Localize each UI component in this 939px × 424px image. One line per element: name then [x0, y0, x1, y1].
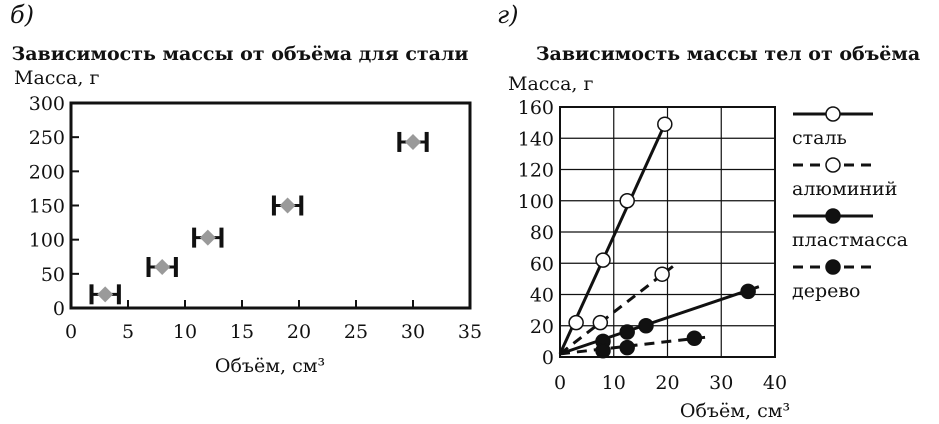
x-ticks-steel: 0 5 10 15 20 25 30 35 — [65, 300, 482, 343]
data-point — [619, 339, 635, 356]
x-tick-label: 15 — [230, 321, 254, 343]
plot-frame-steel — [69, 101, 472, 310]
y-tick-label: 20 — [530, 316, 554, 338]
y-tick-label: 120 — [518, 160, 554, 182]
steel-data-points — [89, 131, 429, 305]
x-tick-label: 5 — [122, 321, 134, 343]
steel-mass-volume-chart: б) Зависимость массы от объёма для стали… — [10, 1, 482, 377]
panel-label-g: г) — [497, 1, 519, 29]
x-tick-label: 40 — [763, 372, 787, 394]
data-point — [686, 330, 703, 346]
data-point — [405, 133, 421, 150]
data-point — [97, 286, 114, 303]
x-tick-label: 30 — [709, 372, 733, 394]
data-point — [654, 266, 670, 282]
x-tick-label: 25 — [344, 321, 368, 343]
y-tick-label: 80 — [530, 222, 554, 244]
y-ticks-bodies: 0 20 40 60 80 100 120 140 160 — [518, 97, 554, 369]
data-point — [657, 116, 673, 132]
legend-label: дерево — [792, 280, 861, 302]
y-tick-label: 140 — [518, 128, 554, 150]
y-tick-label: 160 — [518, 97, 554, 119]
series-line — [559, 285, 760, 356]
data-point — [619, 193, 635, 209]
y-tick-label: 60 — [530, 253, 554, 275]
legend-marker — [825, 106, 841, 122]
legend-marker — [825, 208, 841, 224]
y-tick-label: 100 — [518, 191, 554, 213]
y-axis-label-bodies: Масса, г — [508, 73, 593, 95]
legend-label: пластмасса — [792, 229, 908, 251]
data-point — [199, 229, 216, 246]
legend-label: алюминий — [792, 178, 897, 200]
chart-title-bodies: Зависимость массы тел от объёма — [536, 43, 920, 65]
legend-marker — [825, 259, 841, 275]
panel-label-b: б) — [10, 1, 34, 29]
chart-title-steel: Зависимость массы от объёма для стали — [12, 43, 469, 65]
y-tick-label: 0 — [53, 298, 65, 320]
series-points — [568, 116, 756, 359]
y-tick-label: 50 — [41, 264, 65, 286]
y-tick-label: 250 — [29, 127, 65, 149]
series-line — [559, 265, 674, 356]
y-ticks-steel: 0 50 100 150 200 250 300 — [29, 93, 79, 320]
y-tick-label: 200 — [29, 161, 65, 183]
x-tick-label: 0 — [65, 321, 77, 343]
y-tick-label: 100 — [29, 230, 65, 252]
series-lines — [558, 123, 760, 356]
data-point — [595, 343, 611, 359]
y-tick-label: 150 — [29, 196, 65, 218]
series-line — [559, 335, 711, 356]
x-tick-label: 10 — [173, 321, 197, 343]
y-tick-label: 300 — [29, 93, 65, 115]
data-point — [592, 314, 609, 331]
legend: сталь алюминий пластмасса дерево — [792, 106, 908, 302]
x-axis-label-bodies: Объём, см³ — [680, 400, 790, 422]
data-point — [568, 314, 584, 331]
y-tick-label: 40 — [530, 285, 554, 307]
y-tick-label: 0 — [542, 347, 554, 369]
legend-marker — [825, 157, 841, 173]
grid-bodies — [559, 106, 776, 358]
data-point — [595, 252, 611, 268]
x-axis-label-steel: Объём, см³ — [215, 355, 325, 377]
x-tick-label: 30 — [401, 321, 425, 343]
x-tick-label: 35 — [458, 321, 482, 343]
data-point — [154, 259, 171, 275]
x-ticks-bodies: 0 10 20 30 40 — [554, 372, 787, 394]
data-point — [638, 318, 654, 334]
legend-label: сталь — [792, 127, 847, 149]
x-tick-label: 20 — [287, 321, 311, 343]
x-tick-label: 20 — [655, 372, 679, 394]
data-point — [619, 324, 635, 340]
y-axis-label-steel: Масса, г — [14, 67, 99, 89]
x-tick-label: 10 — [602, 372, 626, 394]
plot-frame-bodies — [559, 106, 776, 358]
x-tick-label: 0 — [554, 372, 566, 394]
data-point — [279, 197, 296, 214]
data-point — [740, 283, 756, 300]
bodies-mass-volume-chart: г) Зависимость массы тел от объёма Масса… — [497, 1, 920, 422]
